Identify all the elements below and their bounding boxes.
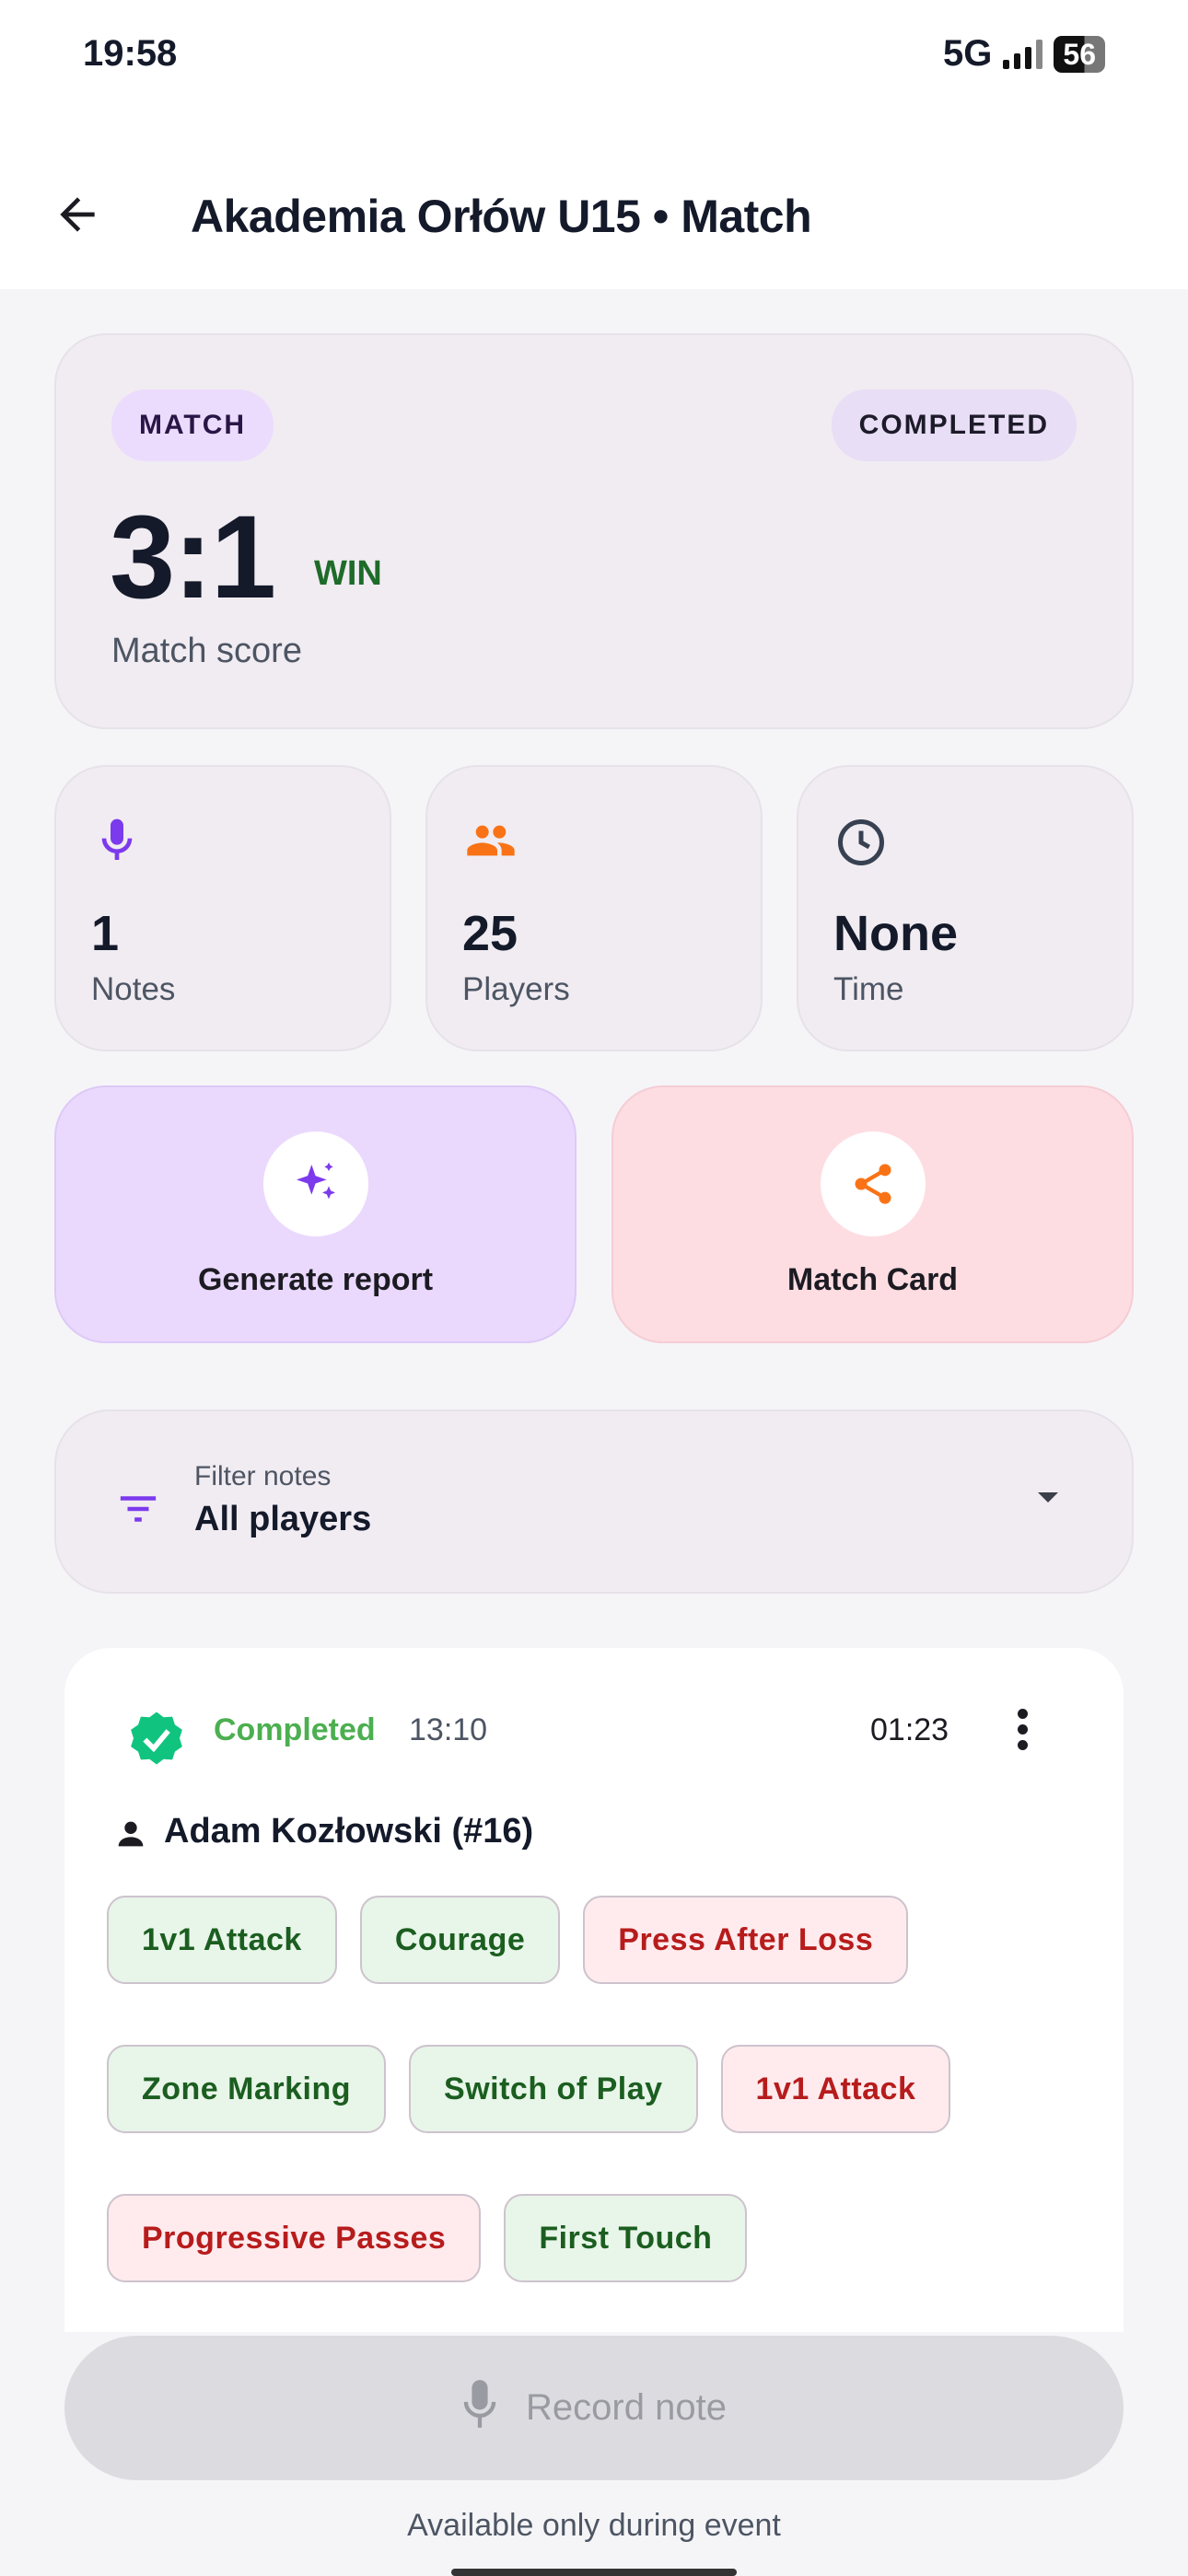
stat-notes: 1 Notes: [54, 765, 391, 1051]
stat-label: Notes: [91, 971, 176, 1007]
note-duration: 01:23: [870, 1712, 949, 1747]
stat-value: None: [833, 906, 958, 961]
verified-check-icon: [122, 1703, 192, 1778]
player-name: Adam Kozłowski (#16): [164, 1812, 534, 1851]
event-type-chip: MATCH: [111, 389, 274, 461]
tag-chip[interactable]: Progressive Passes: [107, 2194, 482, 2282]
note-time: 13:10: [409, 1712, 488, 1747]
more-vert-icon[interactable]: [1013, 1709, 1031, 1750]
stat-label: Players: [462, 971, 570, 1007]
share-icon: [820, 1131, 926, 1236]
stat-players: 25 Players: [425, 765, 763, 1051]
app-bar: [0, 120, 1188, 289]
record-note-button[interactable]: Record note: [64, 2336, 1124, 2480]
generate-report-button[interactable]: Generate report: [54, 1085, 577, 1343]
match-card-button[interactable]: Match Card: [611, 1085, 1134, 1343]
tag-chip[interactable]: Switch of Play: [409, 2045, 698, 2133]
note-card: Completed 13:10 01:23 Adam Kozłowski (#1…: [64, 1648, 1124, 2332]
stat-label: Time: [833, 971, 904, 1007]
tag-chip[interactable]: Press After Loss: [583, 1896, 909, 1984]
stat-time: None Time: [797, 765, 1134, 1051]
person-icon: [112, 1816, 149, 1857]
tag-chip[interactable]: 1v1 Attack: [720, 2045, 951, 2133]
status-time: 19:58: [83, 33, 178, 74]
home-indicator[interactable]: [451, 2569, 737, 2576]
arrow-left-icon[interactable]: [52, 189, 103, 249]
record-hint: Available only during event: [407, 2508, 781, 2543]
score-card: MATCH COMPLETED 3:1 WIN Match score: [54, 333, 1134, 729]
record-note-label: Record note: [526, 2387, 727, 2428]
filter-notes-dropdown[interactable]: Filter notes All players: [54, 1410, 1134, 1594]
match-score: 3:1: [110, 492, 276, 623]
note-status: Completed: [214, 1712, 376, 1747]
status-indicators: 5G 56: [943, 33, 1105, 75]
battery-icon: 56: [1054, 35, 1105, 73]
tag-list: 1v1 Attack Courage Press After Loss Zone…: [107, 1896, 1083, 2282]
microphone-icon: [91, 815, 143, 866]
tag-chip[interactable]: Courage: [359, 1896, 561, 1984]
tag-chip[interactable]: First Touch: [504, 2194, 748, 2282]
signal-icon: [1003, 39, 1043, 69]
status-chip: COMPLETED: [831, 389, 1077, 461]
tag-chip[interactable]: Zone Marking: [107, 2045, 387, 2133]
tag-chip[interactable]: 1v1 Attack: [107, 1896, 337, 1984]
filter-label: Filter notes: [194, 1461, 332, 1491]
clock-icon: [833, 815, 885, 866]
status-bar: [0, 0, 1188, 120]
stat-value: 1: [91, 906, 120, 961]
match-card-label: Match Card: [786, 1262, 959, 1297]
stat-value: 25: [462, 906, 518, 961]
chevron-down-icon: [1038, 1492, 1058, 1503]
microphone-icon: [461, 2378, 498, 2439]
filter-icon: [117, 1491, 159, 1532]
sparkles-icon: [262, 1131, 368, 1236]
network-label: 5G: [943, 33, 993, 74]
generate-report-label: Generate report: [197, 1262, 434, 1297]
score-caption: Match score: [111, 632, 302, 670]
filter-value: All players: [194, 1500, 372, 1538]
result-label: WIN: [314, 554, 382, 593]
page-title: Akademia Orłów U15 • Match: [191, 191, 812, 242]
group-icon: [462, 815, 515, 866]
